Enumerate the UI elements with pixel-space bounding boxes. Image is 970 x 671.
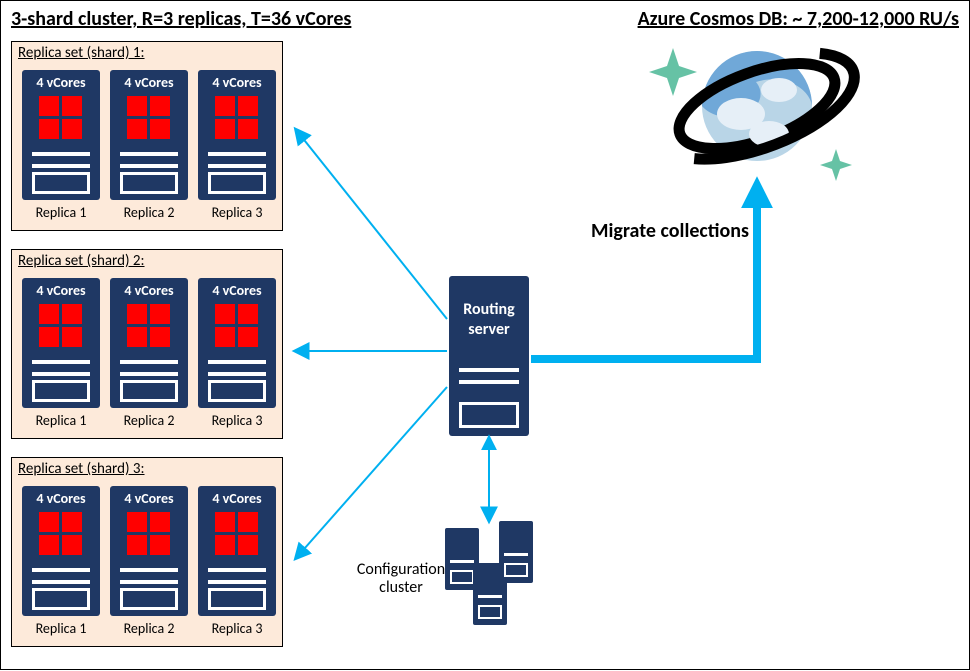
server-icon: 4 vCores [198,486,276,616]
server-icon: 4 vCores [22,278,100,408]
vcores-label: 4 vCores [110,74,188,91]
vcores-label: 4 vCores [22,490,100,507]
replica-col: 4 vCores Replica 1 [22,486,100,637]
vcores-label: 4 vCores [198,282,276,299]
shard-1: Replica set (shard) 1: 4 vCores Replica 1… [11,41,283,231]
vcores-label: 4 vCores [198,490,276,507]
cosmos-db-icon [649,45,868,181]
server-icon: 4 vCores [110,486,188,616]
replica-col: 4 vCores Replica 3 [198,70,276,221]
replica-col: 4 vCores Replica 2 [110,70,188,221]
shard-2-replicas: 4 vCores Replica 1 4 vCores Replica 2 4 vC… [22,278,276,429]
shard-1-replicas: 4 vCores Replica 1 4 vCores Replica 2 4 vC… [22,70,276,221]
title-left: 3-shard cluster, R=3 replicas, T=36 vCor… [11,7,351,31]
server-icon: 4 vCores [110,70,188,200]
shard-2-title: Replica set (shard) 2: [18,252,145,270]
arrow-shard-1 [297,131,447,319]
config-server-3 [499,521,533,583]
arrow-migrate [531,189,757,359]
replica-label: Replica 3 [198,620,276,637]
replica-label: Replica 1 [22,204,100,221]
replica-col: 4 vCores Replica 2 [110,278,188,429]
replica-label: Replica 1 [22,620,100,637]
title-right: Azure Cosmos DB: ~ 7,200-12,000 RU/s [638,7,959,31]
replica-col: 4 vCores Replica 3 [198,278,276,429]
vcores-label: 4 vCores [22,74,100,91]
shard-3-title: Replica set (shard) 3: [18,460,145,478]
replica-col: 4 vCores Replica 3 [198,486,276,637]
vcores-label: 4 vCores [110,490,188,507]
server-icon: 4 vCores [22,70,100,200]
shard-2: Replica set (shard) 2: 4 vCores Replica 1… [11,249,283,439]
server-icon: 4 vCores [110,278,188,408]
migrate-label: Migrate collections [591,219,749,243]
server-icon: 4 vCores [22,486,100,616]
vcores-label: 4 vCores [110,282,188,299]
replica-col: 4 vCores Replica 1 [22,278,100,429]
config-cluster-label: Configuration cluster [341,561,461,597]
shard-3-replicas: 4 vCores Replica 1 4 vCores Replica 2 4 vC… [22,486,276,637]
vcores-label: 4 vCores [198,74,276,91]
replica-col: 4 vCores Replica 1 [22,70,100,221]
replica-label: Replica 3 [198,204,276,221]
replica-label: Replica 1 [22,412,100,429]
replica-label: Replica 2 [110,412,188,429]
replica-col: 4 vCores Replica 2 [110,486,188,637]
shard-3: Replica set (shard) 3: 4 vCores Replica 1… [11,457,283,647]
diagram-canvas: 3-shard cluster, R=3 replicas, T=36 vCor… [0,0,970,670]
vcores-label: 4 vCores [22,282,100,299]
server-icon: 4 vCores [198,278,276,408]
shard-1-title: Replica set (shard) 1: [18,44,145,62]
replica-label: Replica 2 [110,204,188,221]
replica-label: Replica 3 [198,412,276,429]
routing-server: Routingserver [449,276,529,436]
router-label: Routingserver [449,300,529,340]
arrow-shard-3 [297,387,447,557]
server-icon: 4 vCores [198,70,276,200]
replica-label: Replica 2 [110,620,188,637]
